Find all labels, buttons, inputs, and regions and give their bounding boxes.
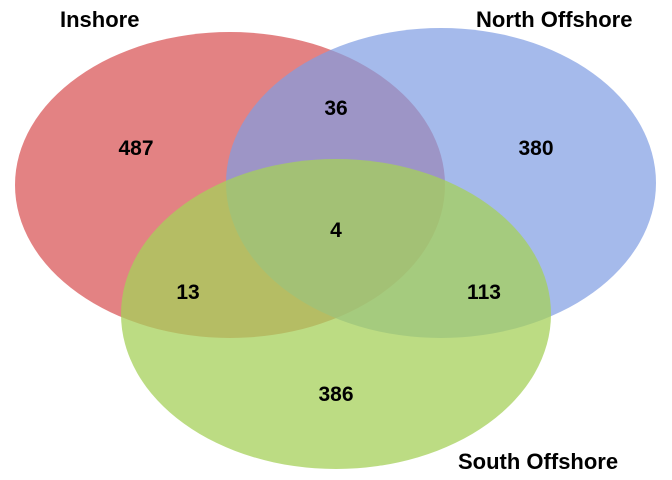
south-offshore-set-ellipse	[121, 159, 551, 469]
north-offshore-only-count: 380	[518, 137, 553, 160]
north-offshore-set-label: North Offshore	[476, 7, 632, 32]
inshore-north-offshore-count: 36	[324, 97, 347, 120]
all-three-count: 4	[330, 219, 342, 242]
south-offshore-set-label: South Offshore	[458, 449, 618, 474]
inshore-set-label: Inshore	[60, 7, 139, 32]
south-offshore-only-count: 386	[318, 383, 353, 406]
north-south-offshore-count: 113	[467, 281, 501, 304]
inshore-south-offshore-count: 13	[176, 281, 199, 304]
inshore-only-count: 487	[118, 137, 153, 160]
